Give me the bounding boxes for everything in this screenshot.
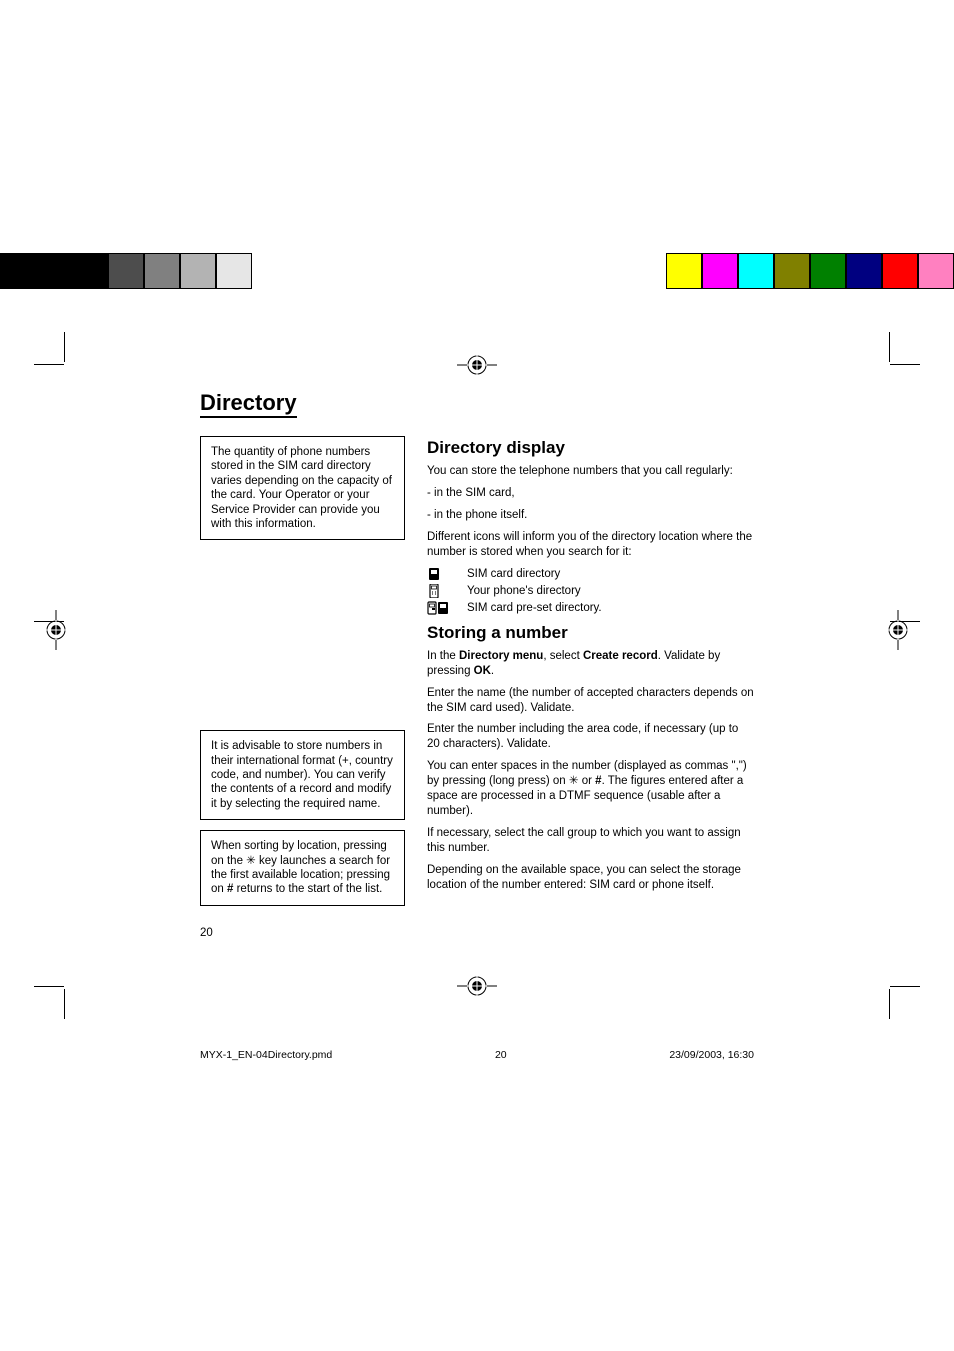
- registration-mark-icon: [886, 610, 910, 650]
- text-fragment: .: [491, 665, 494, 677]
- sidebar-column: The quantity of phone numbers stored in …: [200, 436, 405, 916]
- icon-label: Your phone's directory: [467, 585, 581, 597]
- body-paragraph: You can enter spaces in the number (disp…: [427, 759, 754, 819]
- section-heading-display: Directory display: [427, 438, 754, 458]
- sidebar-note-capacity: The quantity of phone numbers stored in …: [200, 436, 405, 540]
- calibration-color-bars: [0, 253, 954, 289]
- footer-metadata: MYX-1_EN-04Directory.pmd 20 23/09/2003, …: [200, 1049, 754, 1061]
- bold-text: OK: [474, 665, 491, 677]
- color-swatch: [180, 253, 216, 289]
- bold-text: Directory menu: [459, 650, 543, 662]
- body-paragraph: Enter the number including the area code…: [427, 722, 754, 752]
- body-paragraph: You can store the telephone numbers that…: [427, 464, 754, 479]
- footer-pagenum: 20: [495, 1049, 507, 1061]
- text-fragment: returns to the start of the list.: [233, 883, 382, 895]
- color-swatch: [810, 253, 846, 289]
- color-swatch: [144, 253, 180, 289]
- crop-mark: [64, 332, 65, 362]
- star-key-icon: ✳: [569, 775, 579, 787]
- page-number: 20: [200, 927, 213, 939]
- directory-icon-row: SIM card pre-set directory.: [427, 601, 754, 615]
- crop-mark: [890, 986, 920, 987]
- page-title: Directory: [200, 390, 297, 418]
- color-swatch: [666, 253, 702, 289]
- star-key-icon: ✳: [246, 855, 256, 867]
- registration-mark-icon: [44, 610, 68, 650]
- text-fragment: In the: [427, 650, 459, 662]
- sim-preset-icon: [427, 601, 449, 615]
- color-swatch: [738, 253, 774, 289]
- body-paragraph: If necessary, select the call group to w…: [427, 826, 754, 856]
- page-content-area: Directory The quantity of phone numbers …: [200, 390, 754, 916]
- color-swatch: [702, 253, 738, 289]
- body-paragraph: Depending on the available space, you ca…: [427, 863, 754, 893]
- footer-timestamp: 23/09/2003, 16:30: [669, 1049, 754, 1061]
- color-swatch: [882, 253, 918, 289]
- section-heading-storing: Storing a number: [427, 623, 754, 643]
- crop-mark: [64, 989, 65, 1019]
- text-fragment: , select: [543, 650, 583, 662]
- text-fragment: or: [579, 775, 596, 787]
- crop-mark: [34, 986, 64, 987]
- directory-icon-row: SIM card directory: [427, 567, 754, 581]
- crop-mark: [889, 989, 890, 1019]
- color-swatch: [72, 253, 108, 289]
- directory-icon-row: Your phone's directory: [427, 584, 754, 598]
- registration-mark-icon: [457, 353, 497, 377]
- body-paragraph: In the Directory menu, select Create rec…: [427, 649, 754, 679]
- main-column: Directory display You can store the tele…: [427, 436, 754, 916]
- body-paragraph: Enter the name (the number of accepted c…: [427, 686, 754, 716]
- body-paragraph: Different icons will inform you of the d…: [427, 530, 754, 560]
- color-swatch: [36, 253, 72, 289]
- icon-label: SIM card directory: [467, 568, 560, 580]
- body-paragraph: - in the SIM card,: [427, 486, 754, 501]
- color-swatch: [774, 253, 810, 289]
- sidebar-note-format: It is advisable to store numbers in thei…: [200, 730, 405, 820]
- body-paragraph: - in the phone itself.: [427, 508, 754, 523]
- sidebar-note-sorting: When sorting by location, pressing on th…: [200, 830, 405, 906]
- registration-mark-icon: [457, 974, 497, 998]
- color-swatch: [216, 253, 252, 289]
- crop-mark: [890, 364, 920, 365]
- icon-label: SIM card pre-set directory.: [467, 602, 602, 614]
- crop-mark: [889, 332, 890, 362]
- footer-filename: MYX-1_EN-04Directory.pmd: [200, 1049, 332, 1061]
- color-swatch: [846, 253, 882, 289]
- bold-text: Create record: [583, 650, 658, 662]
- color-swatch: [918, 253, 954, 289]
- sim-card-icon: [427, 567, 449, 581]
- color-swatch: [0, 253, 36, 289]
- phone-icon: [427, 584, 449, 598]
- color-swatch: [108, 253, 144, 289]
- crop-mark: [34, 364, 64, 365]
